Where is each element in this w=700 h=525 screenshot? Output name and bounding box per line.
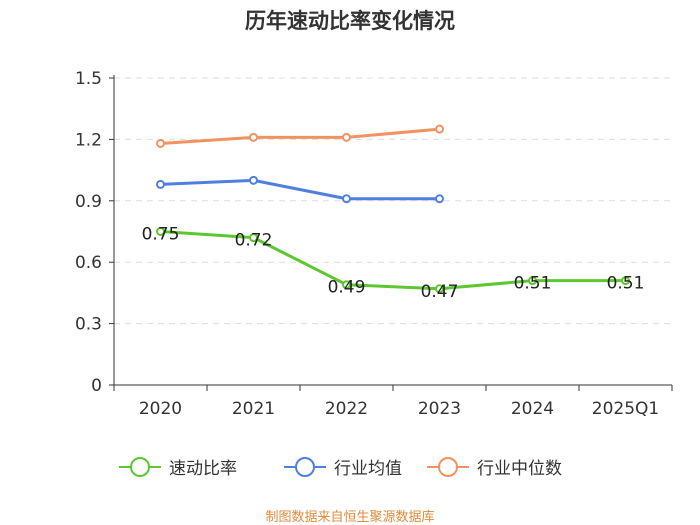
y-tick-label: 1.2 [75,130,102,150]
legend-label: 行业均值 [334,459,402,479]
source-note: 制图数据来自恒生聚源数据库 [265,509,434,525]
data-label: 0.72 [235,231,273,251]
legend-swatch-marker [438,457,458,477]
series-2-point[interactable] [342,194,351,204]
data-label: 0.49 [328,278,366,298]
series-3-point[interactable] [342,132,351,142]
x-tick-label: 2023 [418,399,461,419]
y-tick-label: 0 [91,376,102,396]
x-tick-label: 2021 [232,399,275,419]
series-3-point[interactable] [249,132,258,142]
legend-item-1[interactable]: 速动比率 [119,457,237,479]
legend: 速动比率 行业均值 行业中位数 [119,457,562,479]
series-line-3 [160,127,440,145]
series-1-point[interactable] [621,276,630,286]
y-tick-label: 0.9 [75,192,102,212]
axes: 0 0.3 0.6 0.9 1.2 1.5 2020 2021 2022 2023 2024 2025… [75,69,673,419]
series-3-point[interactable] [435,124,444,134]
data-label: 0.47 [421,282,459,302]
data-label: 0.75 [142,225,180,245]
series-line-1 [160,230,626,291]
series-2-point[interactable] [156,179,165,189]
x-tick-label: 2025Q1 [592,399,659,419]
series-layer [156,124,630,294]
x-tick-label: 2024 [511,399,554,419]
series-1-point[interactable] [435,284,444,294]
legend-swatch-marker [130,457,150,477]
series-1-point[interactable] [528,276,537,286]
series-3-point[interactable] [156,138,165,148]
data-labels: 0.75 0.72 0.49 0.47 0.51 0.51 [142,225,645,302]
legend-label: 速动比率 [169,459,237,479]
y-tick-label: 1.5 [75,69,102,89]
y-tick-label: 0.6 [75,253,102,273]
series-line-2 [160,178,440,201]
series-1-point[interactable] [342,280,351,290]
y-tick-label: 0.3 [75,315,102,335]
legend-item-2[interactable]: 行业均值 [284,457,402,479]
data-label: 0.51 [514,274,552,294]
data-label: 0.51 [607,274,645,294]
legend-label: 行业中位数 [477,459,562,479]
series-1-point[interactable] [249,233,258,243]
series-2-point[interactable] [249,175,258,185]
x-tick-label: 2022 [325,399,368,419]
series-1-point[interactable] [156,227,165,236]
legend-swatch-marker [295,457,315,477]
legend-item-3[interactable]: 行业中位数 [427,457,562,479]
series-2-point[interactable] [435,194,444,204]
x-tick-label: 2020 [139,399,182,419]
chart-title: 历年速动比率变化情况 [245,9,455,33]
